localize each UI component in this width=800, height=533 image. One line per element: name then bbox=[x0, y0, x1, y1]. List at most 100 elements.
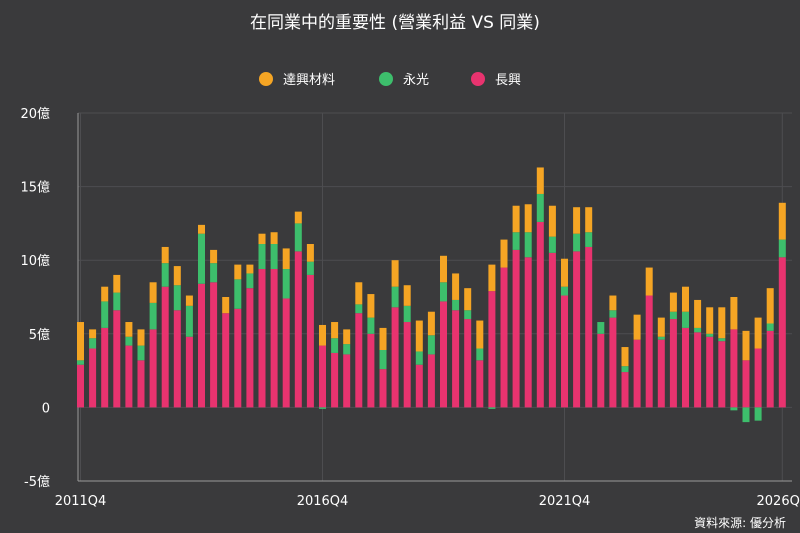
bar-segment-長興[interactable] bbox=[331, 352, 339, 408]
bar-segment-永光[interactable] bbox=[185, 305, 193, 337]
bar-segment-長興[interactable] bbox=[161, 286, 169, 408]
bar-segment-達興材料[interactable] bbox=[379, 327, 387, 350]
bar-segment-永光[interactable] bbox=[101, 301, 109, 328]
bar-segment-達興材料[interactable] bbox=[669, 292, 677, 312]
bar-segment-永光[interactable] bbox=[778, 239, 786, 258]
bar-segment-永光[interactable] bbox=[282, 269, 290, 299]
bar-segment-達興材料[interactable] bbox=[573, 207, 581, 234]
bar-segment-永光[interactable] bbox=[766, 323, 774, 331]
bar-segment-永光[interactable] bbox=[210, 263, 218, 283]
bar-segment-永光[interactable] bbox=[319, 407, 326, 409]
bar-segment-達興材料[interactable] bbox=[778, 202, 786, 240]
bar-segment-達興材料[interactable] bbox=[173, 266, 181, 286]
bar-segment-長興[interactable] bbox=[597, 333, 605, 408]
bar-segment-達興材料[interactable] bbox=[234, 264, 242, 280]
bar-segment-長興[interactable] bbox=[778, 257, 786, 408]
bar-segment-達興材料[interactable] bbox=[149, 282, 157, 303]
bar-segment-永光[interactable] bbox=[379, 349, 387, 370]
bar-segment-達興材料[interactable] bbox=[101, 286, 109, 302]
bar-segment-永光[interactable] bbox=[113, 292, 121, 311]
bar-segment-永光[interactable] bbox=[198, 233, 205, 284]
bar-segment-達興材料[interactable] bbox=[440, 255, 447, 283]
bar-segment-長興[interactable] bbox=[742, 360, 750, 408]
bar-segment-長興[interactable] bbox=[270, 269, 278, 408]
bar-segment-長興[interactable] bbox=[524, 257, 532, 408]
bar-segment-長興[interactable] bbox=[488, 291, 496, 408]
bar-segment-長興[interactable] bbox=[548, 252, 556, 408]
bar-segment-達興材料[interactable] bbox=[488, 264, 496, 292]
bar-segment-長興[interactable] bbox=[766, 330, 774, 408]
bar-segment-永光[interactable] bbox=[246, 273, 254, 289]
bar-segment-永光[interactable] bbox=[137, 345, 145, 361]
bar-segment-達興材料[interactable] bbox=[391, 260, 399, 287]
bar-segment-長興[interactable] bbox=[367, 333, 375, 408]
bar-segment-達興材料[interactable] bbox=[718, 307, 726, 339]
bar-segment-永光[interactable] bbox=[524, 232, 532, 258]
bar-segment-永光[interactable] bbox=[391, 286, 399, 308]
bar-segment-長興[interactable] bbox=[149, 329, 157, 408]
bar-segment-達興材料[interactable] bbox=[536, 167, 544, 194]
bar-segment-永光[interactable] bbox=[718, 338, 726, 342]
bar-segment-永光[interactable] bbox=[682, 311, 689, 328]
bar-segment-達興材料[interactable] bbox=[645, 267, 653, 296]
bar-segment-永光[interactable] bbox=[331, 338, 339, 353]
bar-segment-長興[interactable] bbox=[125, 345, 133, 408]
bar-segment-達興材料[interactable] bbox=[500, 239, 508, 268]
bar-segment-永光[interactable] bbox=[294, 223, 302, 252]
legend-item-長興[interactable]: 長興 bbox=[471, 72, 521, 88]
bar-segment-達興材料[interactable] bbox=[77, 322, 84, 361]
bar-segment-永光[interactable] bbox=[173, 285, 181, 311]
bar-segment-長興[interactable] bbox=[198, 283, 205, 408]
bar-segment-長興[interactable] bbox=[452, 310, 460, 408]
bar-segment-達興材料[interactable] bbox=[754, 317, 762, 349]
bar-segment-達興材料[interactable] bbox=[403, 285, 411, 306]
bar-segment-永光[interactable] bbox=[427, 335, 435, 355]
bar-segment-達興材料[interactable] bbox=[185, 295, 193, 306]
bar-segment-長興[interactable] bbox=[210, 282, 218, 408]
bar-segment-長興[interactable] bbox=[234, 308, 242, 408]
bar-segment-達興材料[interactable] bbox=[548, 205, 556, 237]
bar-segment-永光[interactable] bbox=[561, 286, 568, 296]
bar-segment-長興[interactable] bbox=[185, 336, 193, 408]
bar-segment-長興[interactable] bbox=[294, 251, 302, 408]
bar-segment-長興[interactable] bbox=[633, 339, 641, 408]
bar-segment-永光[interactable] bbox=[657, 336, 665, 340]
bar-segment-達興材料[interactable] bbox=[585, 207, 593, 233]
bar-segment-達興材料[interactable] bbox=[282, 248, 290, 270]
bar-segment-永光[interactable] bbox=[403, 305, 411, 323]
bar-segment-長興[interactable] bbox=[754, 348, 762, 408]
bar-segment-長興[interactable] bbox=[319, 345, 326, 408]
bar-segment-長興[interactable] bbox=[621, 372, 629, 408]
bar-segment-長興[interactable] bbox=[415, 364, 423, 408]
bar-segment-長興[interactable] bbox=[464, 319, 472, 408]
bar-segment-長興[interactable] bbox=[137, 360, 145, 408]
bar-segment-達興材料[interactable] bbox=[270, 232, 278, 245]
bar-segment-達興材料[interactable] bbox=[137, 329, 145, 346]
bar-segment-長興[interactable] bbox=[657, 339, 665, 408]
bar-segment-達興材料[interactable] bbox=[331, 322, 339, 339]
bar-segment-達興材料[interactable] bbox=[319, 324, 326, 346]
bar-segment-長興[interactable] bbox=[476, 360, 484, 408]
bar-segment-長興[interactable] bbox=[427, 354, 435, 408]
bar-segment-長興[interactable] bbox=[440, 301, 447, 408]
bar-segment-永光[interactable] bbox=[669, 311, 677, 320]
bar-segment-達興材料[interactable] bbox=[161, 246, 169, 264]
bar-segment-長興[interactable] bbox=[173, 310, 181, 408]
bar-segment-長興[interactable] bbox=[282, 298, 290, 408]
bar-segment-達興材料[interactable] bbox=[367, 294, 375, 318]
bar-segment-長興[interactable] bbox=[89, 348, 97, 408]
bar-segment-達興材料[interactable] bbox=[210, 249, 218, 264]
bar-segment-達興材料[interactable] bbox=[427, 311, 435, 336]
bar-segment-永光[interactable] bbox=[742, 407, 750, 423]
bar-segment-長興[interactable] bbox=[306, 274, 314, 408]
bar-segment-永光[interactable] bbox=[89, 338, 97, 349]
bar-segment-達興材料[interactable] bbox=[730, 297, 738, 330]
bar-segment-達興材料[interactable] bbox=[198, 224, 205, 234]
legend-item-永光[interactable]: 永光 bbox=[379, 72, 429, 88]
bar-segment-長興[interactable] bbox=[682, 327, 689, 408]
bar-segment-永光[interactable] bbox=[452, 299, 460, 311]
bar-segment-永光[interactable] bbox=[258, 244, 266, 270]
bar-segment-永光[interactable] bbox=[694, 327, 702, 333]
bar-segment-達興材料[interactable] bbox=[222, 297, 230, 314]
bar-segment-永光[interactable] bbox=[367, 317, 375, 334]
